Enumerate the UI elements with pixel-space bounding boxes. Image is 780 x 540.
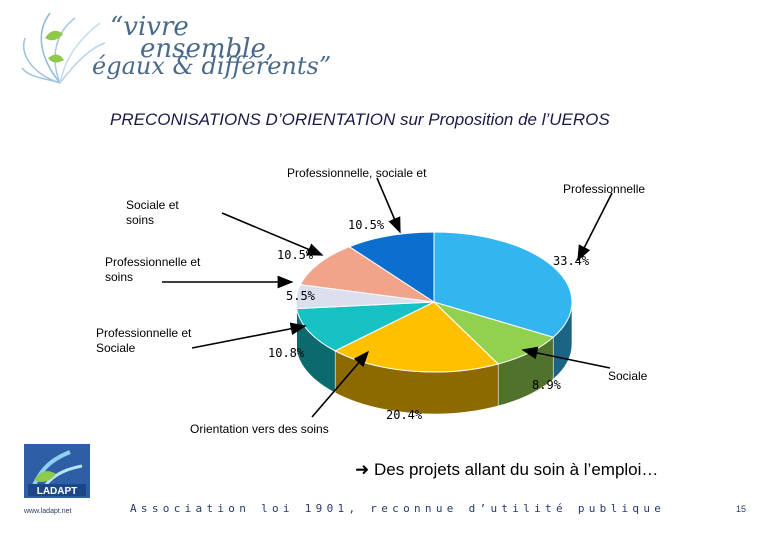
pie-slice-0 bbox=[433, 231, 573, 338]
page-number: 15 bbox=[736, 504, 747, 514]
pie-slice-5 bbox=[299, 246, 435, 303]
slogan-line-2: ensemble, bbox=[140, 34, 275, 64]
pie-slice-6 bbox=[348, 231, 435, 303]
callout-arrow-professionnelle-sociale bbox=[191, 322, 307, 349]
label-professionnelle: Professionnelle bbox=[563, 182, 646, 196]
label-professionnelle-sociale: Professionnelle et Sociale bbox=[96, 326, 192, 355]
chart-title: PRECONISATIONS D’ORIENTATION sur Proposi… bbox=[110, 110, 610, 129]
value-label-sociale-soins: 10.5% bbox=[277, 248, 314, 262]
ladapt-footer-logo: LADAPT bbox=[24, 444, 90, 498]
label-professionnelle-sociale-soins: Professionnelle, sociale et bbox=[287, 166, 427, 180]
value-label-professionnelle-sociale-soins: 10.5% bbox=[348, 218, 385, 232]
footer-logo-text: LADAPT bbox=[37, 486, 78, 497]
pie-slice-2 bbox=[334, 301, 500, 373]
label-soins: Orientation vers des soins bbox=[190, 422, 329, 436]
footer-association: Association loi 1901, reconnue d’utilité… bbox=[130, 502, 666, 515]
label-sociale: Sociale bbox=[608, 369, 648, 383]
label-sociale-soins: Sociale et soins bbox=[126, 198, 179, 227]
conclusion-text: ➜ Des projets allant du soin à l’emploi… bbox=[355, 460, 658, 480]
value-label-professionnelle-soins: 5.5% bbox=[286, 289, 315, 303]
conclusion-label: Des projets allant du soin à l’emploi… bbox=[373, 460, 659, 479]
callout-arrow-soins bbox=[311, 350, 370, 418]
callout-arrow-professionnelle-sociale-soins bbox=[376, 177, 401, 234]
slogan-line-1: “vivre bbox=[110, 12, 189, 42]
callout-arrow-professionnelle bbox=[577, 192, 613, 262]
value-label-sociale: 8.9% bbox=[532, 378, 561, 392]
callout-arrow-sociale bbox=[521, 346, 611, 369]
right-arrow-icon: ➜ bbox=[355, 460, 370, 479]
value-label-professionnelle-sociale: 10.8% bbox=[268, 346, 305, 360]
value-label-soins: 20.4% bbox=[386, 408, 423, 422]
callout-arrow-sociale-soins bbox=[221, 212, 324, 256]
pie-slice-3 bbox=[296, 301, 435, 352]
value-label-professionnelle: 33.4% bbox=[553, 254, 590, 268]
footer-url: www.ladapt.net bbox=[24, 508, 72, 515]
label-professionnelle-soins: Professionnelle et soins bbox=[105, 255, 201, 284]
slogan-line-3: égaux & différents” bbox=[92, 52, 332, 80]
ladapt-flower-logo bbox=[21, 12, 106, 84]
